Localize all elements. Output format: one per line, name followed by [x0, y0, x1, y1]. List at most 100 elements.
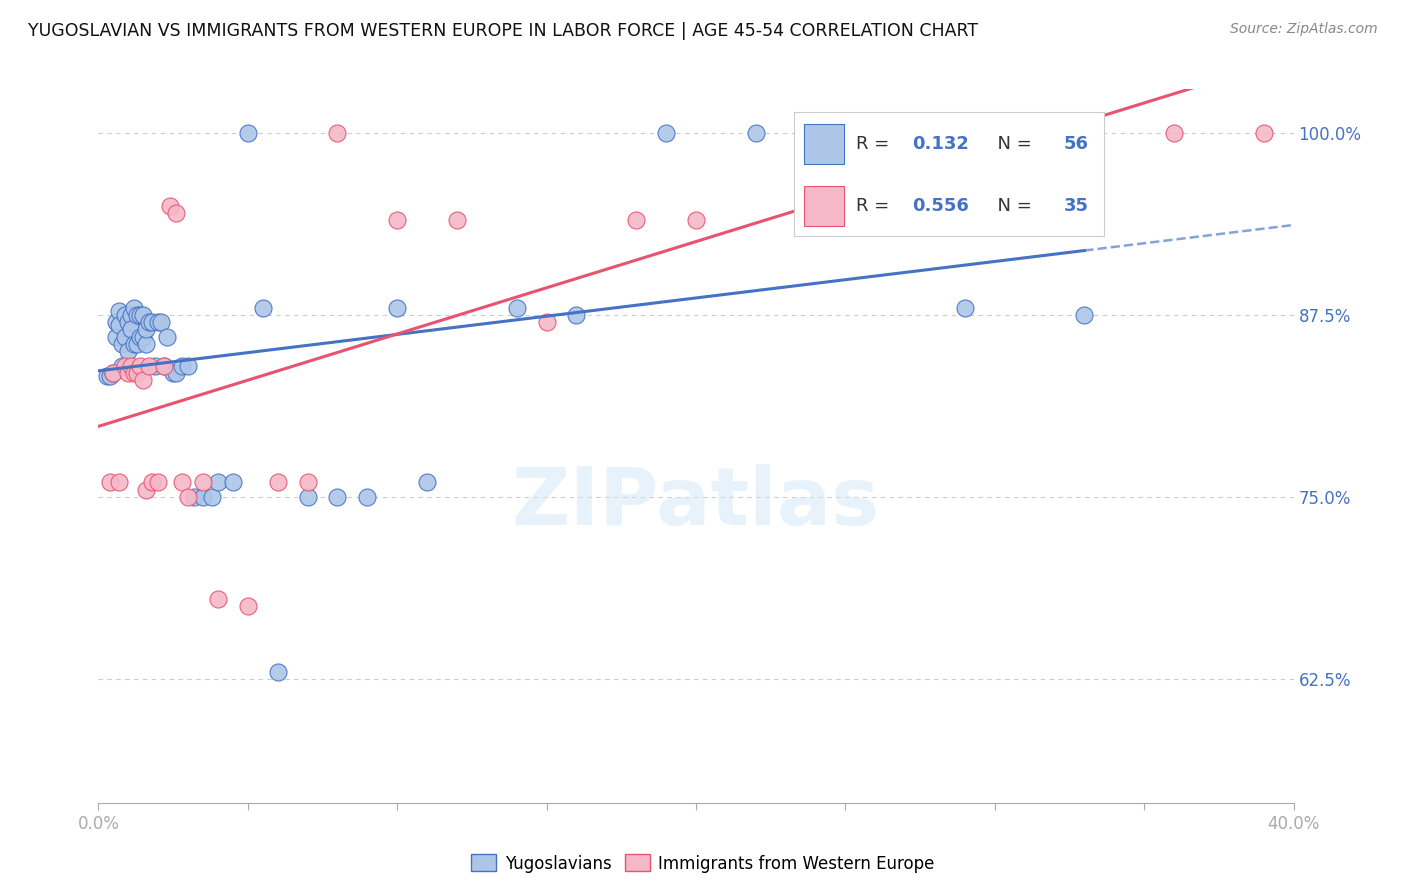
- Text: 35: 35: [1063, 197, 1088, 215]
- Text: 56: 56: [1063, 135, 1088, 153]
- Point: [177, 359, 200, 373]
- Point: [148, 475, 170, 490]
- Point: [103, 366, 125, 380]
- Point: [117, 366, 139, 380]
- Point: [267, 475, 290, 490]
- FancyBboxPatch shape: [804, 124, 844, 164]
- Point: [114, 308, 136, 322]
- Point: [506, 301, 529, 315]
- Point: [138, 315, 160, 329]
- Point: [96, 369, 118, 384]
- Point: [745, 126, 768, 140]
- Point: [153, 359, 176, 373]
- Point: [100, 475, 122, 490]
- Point: [105, 330, 128, 344]
- Point: [252, 301, 274, 315]
- Point: [1043, 126, 1066, 140]
- Text: Source: ZipAtlas.com: Source: ZipAtlas.com: [1230, 22, 1378, 37]
- Text: R =: R =: [856, 197, 896, 215]
- Point: [132, 308, 155, 322]
- Point: [416, 475, 439, 490]
- Point: [297, 475, 319, 490]
- Point: [153, 359, 176, 373]
- Point: [138, 359, 160, 373]
- Point: [141, 315, 163, 329]
- Text: 0.132: 0.132: [912, 135, 969, 153]
- Text: YUGOSLAVIAN VS IMMIGRANTS FROM WESTERN EUROPE IN LABOR FORCE | AGE 45-54 CORRELA: YUGOSLAVIAN VS IMMIGRANTS FROM WESTERN E…: [28, 22, 979, 40]
- Point: [236, 126, 259, 140]
- Point: [326, 126, 349, 140]
- Point: [159, 199, 181, 213]
- Point: [127, 366, 149, 380]
- Point: [105, 315, 128, 329]
- Point: [111, 359, 134, 373]
- Point: [156, 330, 179, 344]
- Point: [141, 475, 163, 490]
- Text: R =: R =: [856, 135, 896, 153]
- Text: N =: N =: [986, 197, 1038, 215]
- Point: [132, 330, 155, 344]
- Point: [132, 374, 155, 388]
- Point: [120, 359, 142, 373]
- Point: [953, 301, 976, 315]
- Point: [177, 490, 200, 504]
- Y-axis label: In Labor Force | Age 45-54: In Labor Force | Age 45-54: [0, 336, 8, 556]
- Point: [1073, 308, 1095, 322]
- Point: [655, 126, 678, 140]
- Point: [183, 490, 205, 504]
- Point: [172, 359, 194, 373]
- Point: [565, 308, 588, 322]
- Point: [446, 213, 468, 227]
- Point: [114, 330, 136, 344]
- Point: [626, 213, 648, 227]
- Point: [1253, 126, 1275, 140]
- Text: 0.556: 0.556: [912, 197, 969, 215]
- Point: [120, 322, 142, 336]
- Point: [124, 366, 146, 380]
- Point: [127, 308, 149, 322]
- Text: ZIPatlas: ZIPatlas: [512, 464, 880, 542]
- Point: [124, 301, 146, 315]
- Point: [129, 308, 152, 322]
- Point: [222, 475, 245, 490]
- Point: [135, 322, 157, 336]
- Point: [201, 490, 224, 504]
- Point: [143, 359, 166, 373]
- Point: [536, 315, 558, 329]
- Point: [162, 366, 184, 380]
- Point: [1163, 126, 1185, 140]
- Point: [111, 337, 134, 351]
- Point: [108, 318, 131, 332]
- Point: [804, 126, 827, 140]
- Point: [165, 206, 187, 220]
- Point: [236, 599, 259, 614]
- Point: [108, 475, 131, 490]
- Point: [129, 330, 152, 344]
- Point: [385, 213, 409, 227]
- Point: [127, 337, 149, 351]
- Point: [135, 337, 157, 351]
- Point: [267, 665, 290, 679]
- Point: [114, 359, 136, 373]
- Point: [148, 315, 170, 329]
- Point: [117, 315, 139, 329]
- Point: [108, 303, 131, 318]
- Point: [297, 490, 319, 504]
- FancyBboxPatch shape: [804, 186, 844, 227]
- Point: [834, 126, 856, 140]
- Point: [129, 359, 152, 373]
- Point: [172, 475, 194, 490]
- Point: [100, 369, 122, 384]
- Point: [191, 475, 214, 490]
- Point: [150, 315, 173, 329]
- Point: [117, 344, 139, 359]
- Point: [326, 490, 349, 504]
- Point: [135, 483, 157, 497]
- Point: [207, 475, 229, 490]
- Point: [120, 308, 142, 322]
- Point: [924, 126, 946, 140]
- Point: [124, 337, 146, 351]
- Point: [165, 366, 187, 380]
- Point: [103, 366, 125, 380]
- Text: N =: N =: [986, 135, 1038, 153]
